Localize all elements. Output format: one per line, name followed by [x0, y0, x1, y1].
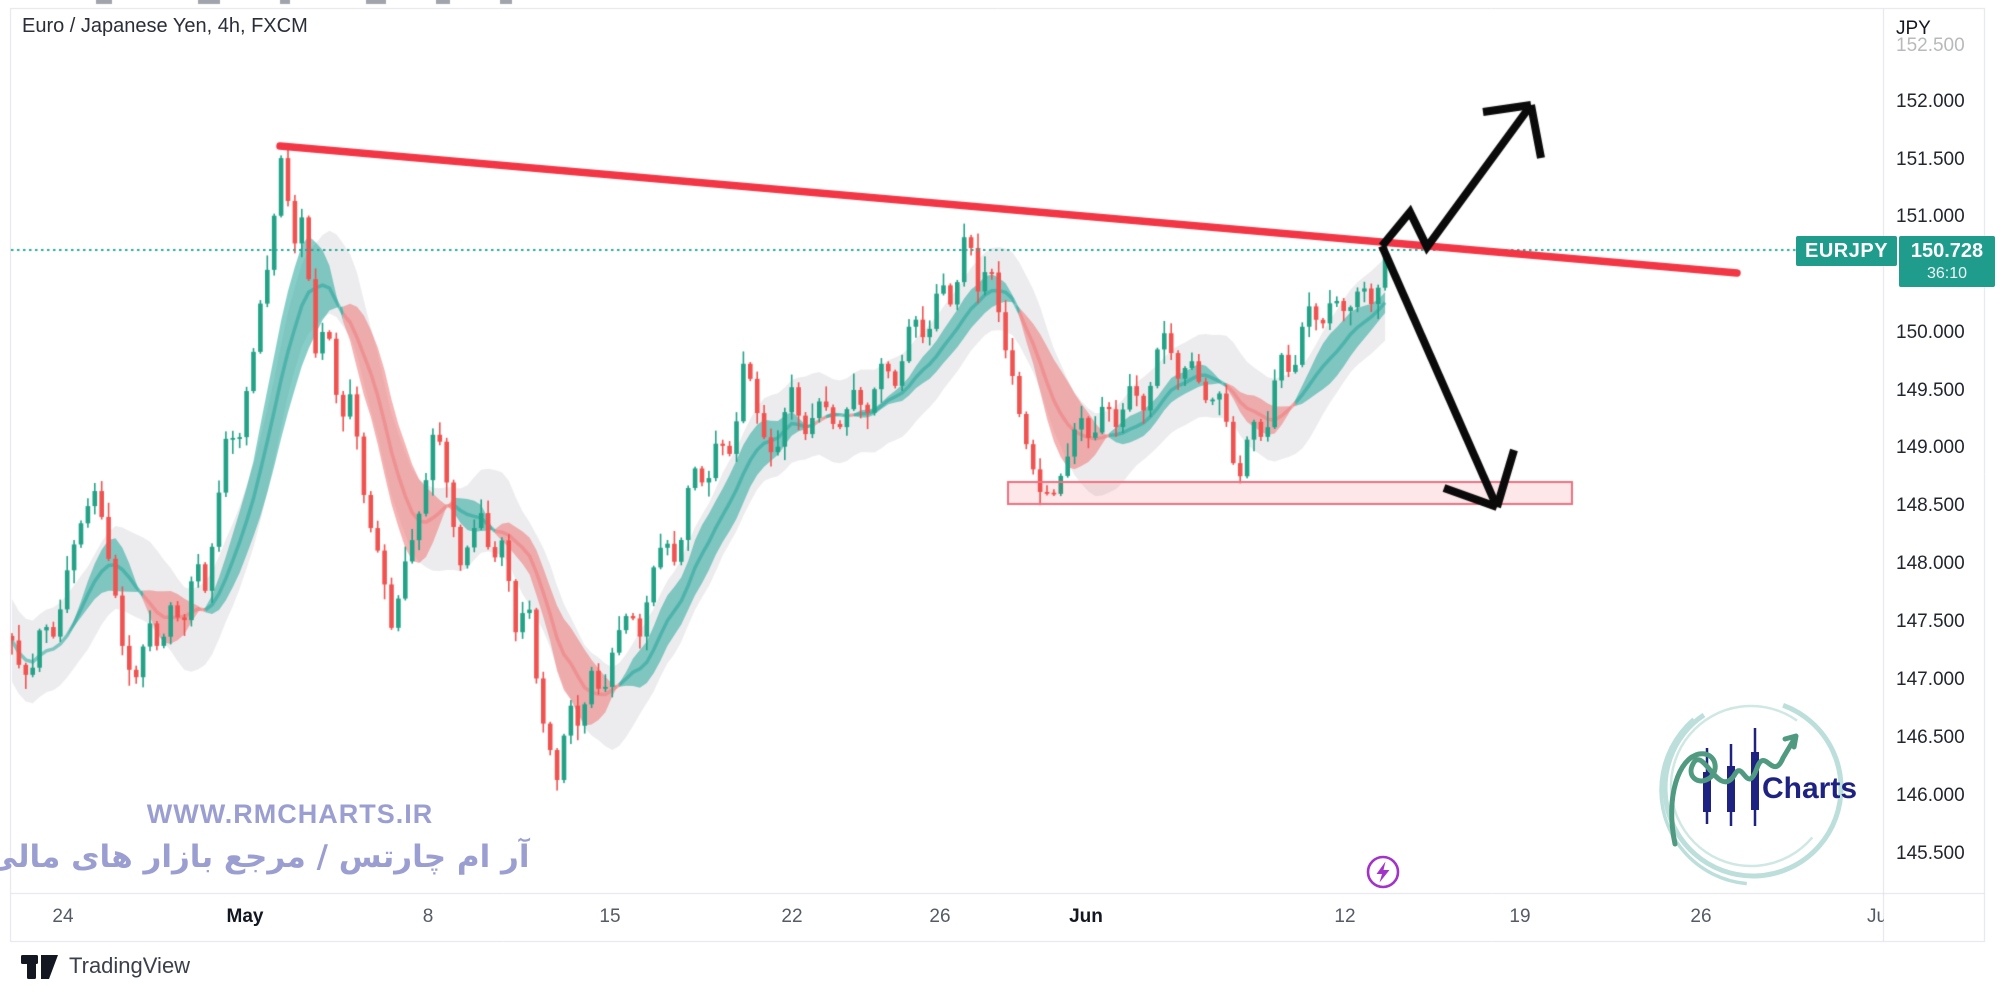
time-axis-label: 15 [599, 906, 621, 927]
price-tag-price: 150.728 [1910, 240, 1984, 262]
price-tag-symbol: EURJPY [1796, 236, 1898, 266]
flash-marker-icon[interactable] [1363, 852, 1403, 892]
price-tag-countdown: 36:10 [1927, 265, 1968, 282]
symbol-title: Euro / Japanese Yen, 4h, FXCM [22, 15, 308, 37]
price-axis-label: 145.500 [1896, 843, 1965, 864]
price-axis-label: 151.000 [1896, 206, 1965, 227]
time-axis-label: Jun [1069, 906, 1103, 927]
tradingview-icon [21, 955, 58, 979]
time-axis-label: 19 [1509, 906, 1531, 927]
time-axis-label: 22 [781, 906, 803, 927]
price-axis-label: 148.500 [1896, 495, 1965, 516]
price-axis-label-faded: 152.500 [1896, 35, 1965, 56]
price-axis-label: 149.500 [1896, 380, 1965, 401]
price-axis-label: 148.000 [1896, 553, 1965, 574]
rmcharts-logo: Charts [1659, 694, 1857, 886]
rm-logo-swoosh [1669, 733, 1799, 847]
watermark-url: WWW.RMCHARTS.IR [146, 799, 434, 829]
price-tag-value-box: 150.728 36:10 [1899, 236, 1996, 287]
time-axis-label: May [226, 906, 264, 927]
tradingview-logo[interactable]: TradingView [20, 951, 190, 981]
time-axis-label: 26 [1690, 906, 1712, 927]
time-axis-label: Ju [1866, 906, 1884, 927]
price-axis-label: 146.000 [1896, 785, 1965, 806]
price-axis-label: 151.500 [1896, 149, 1965, 170]
rmcharts-logo-text: Charts [1762, 772, 1857, 805]
price-axis-label: 146.500 [1896, 727, 1965, 748]
time-axis-label: 12 [1334, 906, 1356, 927]
time-axis-label: 24 [52, 906, 74, 927]
price-axis-label: 149.000 [1896, 437, 1965, 458]
time-axis-label: 26 [929, 906, 951, 927]
price-axis-unit-label: JPY [1896, 18, 1931, 39]
time-axis-label: 8 [422, 906, 434, 927]
price-axis-label: 147.000 [1896, 669, 1965, 690]
price-axis-label: 152.000 [1896, 91, 1965, 112]
price-axis-label: 150.000 [1896, 322, 1965, 343]
price-axis-label: 147.500 [1896, 611, 1965, 632]
tradingview-label: TradingView [69, 953, 191, 978]
price-axis[interactable]: JPY 152.500 152.000 151.500 151.000 150.000… [1885, 8, 1997, 941]
watermark-persian: آر ام چارتس / مرجع بازار های مالی [0, 839, 530, 875]
price-tag: EURJPY 150.728 36:10 [1796, 236, 1996, 287]
time-axis[interactable]: 24 May 8 15 22 26 Jun 12 19 26 Ju [10, 894, 1884, 940]
